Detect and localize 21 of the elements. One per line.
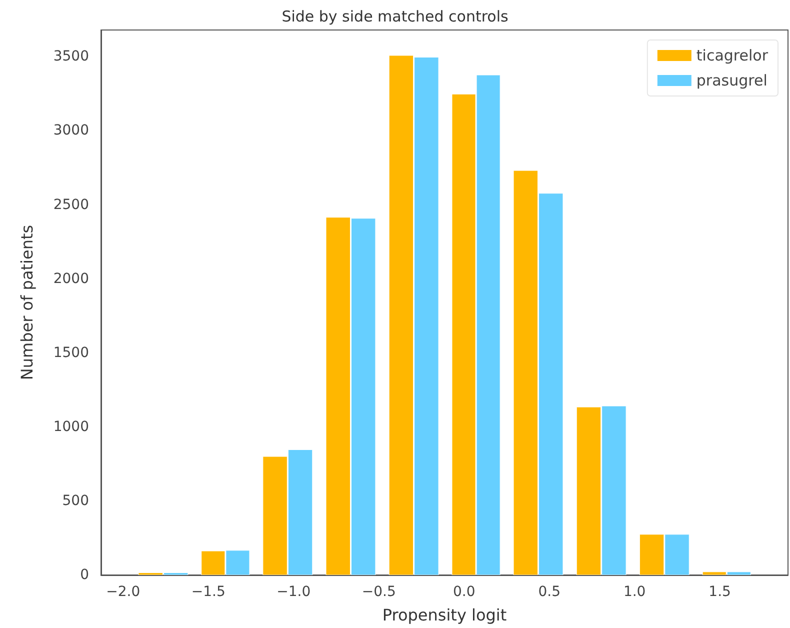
y-axis-title: Number of patients	[18, 224, 36, 380]
x-tick-label: −1.0	[276, 584, 311, 600]
y-tick-label: 1000	[53, 418, 89, 435]
x-tick-label: 1.0	[623, 584, 646, 600]
y-tick-label: 2500	[53, 196, 89, 213]
y-tick-label: 3500	[53, 48, 89, 65]
y-tick-label: 2000	[53, 270, 89, 287]
y-tick-label: 500	[62, 492, 89, 509]
x-tick-label: −2.0	[106, 584, 140, 600]
y-tick-label: 0	[80, 567, 89, 583]
x-axis-title: Propensity logit	[382, 606, 507, 624]
x-tick-label: −0.5	[362, 584, 396, 600]
legend-label: ticagrelor	[696, 46, 769, 64]
x-tick-label: 0.5	[538, 584, 560, 600]
y-tick-label: 3000	[53, 122, 89, 139]
chart-title: Side by side matched controls	[282, 8, 509, 26]
x-tick-label: −1.5	[191, 584, 226, 600]
legend-label: prasugrel	[696, 72, 768, 90]
y-tick-label: 1500	[53, 344, 89, 361]
x-tick-label: 0.0	[452, 584, 476, 600]
x-tick-label: 1.5	[708, 584, 731, 600]
